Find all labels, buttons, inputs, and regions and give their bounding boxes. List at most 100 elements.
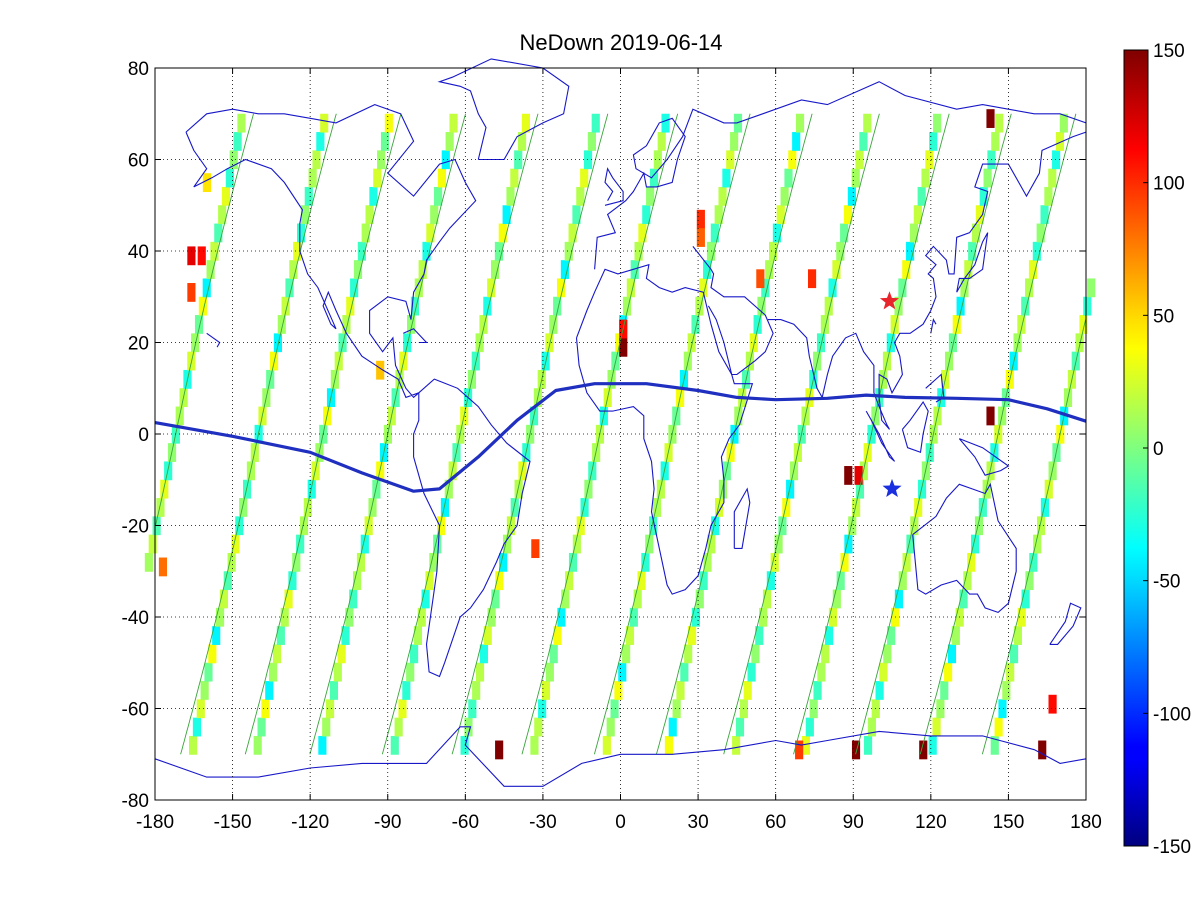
heatmap-cell bbox=[743, 681, 752, 700]
heatmap-cell bbox=[735, 717, 745, 737]
heatmap-cell bbox=[883, 644, 892, 664]
heatmap-cell bbox=[890, 315, 899, 334]
heatmap-cell bbox=[307, 479, 316, 499]
heatmap-cell bbox=[940, 681, 949, 700]
heatmap-cell bbox=[801, 735, 811, 755]
x-tick-label: 60 bbox=[765, 812, 786, 833]
heatmap-cell bbox=[906, 534, 915, 554]
heatmap-cell bbox=[695, 296, 704, 316]
heatmap-cell bbox=[545, 662, 554, 682]
heatmap-cell bbox=[202, 278, 211, 298]
heatmap-cell-notable bbox=[531, 539, 540, 559]
heatmap-cell bbox=[221, 186, 231, 206]
heatmap-cell bbox=[714, 498, 724, 517]
heatmap-cell bbox=[495, 571, 504, 591]
heatmap-cell bbox=[353, 260, 363, 279]
heatmap-cell bbox=[479, 315, 488, 334]
heatmap-cell bbox=[568, 552, 578, 572]
coastline-path bbox=[958, 438, 1010, 476]
heatmap-cell bbox=[751, 644, 760, 664]
heatmap-cell bbox=[913, 205, 922, 225]
heatmap-cell bbox=[541, 681, 551, 700]
heatmap-cell bbox=[944, 662, 953, 682]
y-tick-label: 0 bbox=[138, 425, 149, 446]
heatmap-cell bbox=[975, 205, 984, 225]
heatmap-cell bbox=[847, 186, 856, 206]
y-tick-label: 20 bbox=[128, 334, 149, 355]
heatmap-cell bbox=[979, 186, 988, 206]
x-tick-label: 120 bbox=[915, 812, 947, 833]
heatmap-cell bbox=[784, 168, 793, 188]
heatmap-cell bbox=[851, 168, 860, 188]
heatmap-cell bbox=[672, 699, 681, 719]
y-tick-label: -20 bbox=[122, 517, 149, 538]
y-tick-label: 40 bbox=[128, 242, 149, 263]
heatmap-cell bbox=[444, 479, 453, 499]
heatmap-cell bbox=[832, 589, 841, 609]
orbit-track bbox=[381, 113, 539, 755]
heatmap-cell bbox=[198, 296, 207, 316]
heatmap-cell bbox=[188, 735, 198, 755]
heatmap-cell bbox=[1028, 260, 1038, 279]
heatmap-cell bbox=[219, 589, 228, 609]
heatmap-cell bbox=[409, 644, 419, 664]
coastline-path bbox=[154, 726, 1087, 787]
heatmap-cell bbox=[817, 662, 826, 682]
heatmap-cell bbox=[390, 735, 399, 755]
heatmap-cell bbox=[898, 278, 907, 298]
heatmap-cell bbox=[561, 589, 570, 609]
heatmap-cell bbox=[699, 278, 708, 298]
heatmap-cell bbox=[498, 223, 507, 243]
heatmap-cell bbox=[910, 516, 919, 536]
heatmap-cell bbox=[357, 241, 366, 261]
heatmap-cell bbox=[281, 296, 290, 316]
heatmap-cell bbox=[380, 132, 390, 151]
heatmap-cell bbox=[530, 735, 539, 755]
heatmap-cell bbox=[703, 552, 712, 572]
markers bbox=[879, 291, 902, 497]
x-tick-label: -150 bbox=[214, 812, 252, 833]
heatmap-cell bbox=[499, 552, 508, 572]
heatmap-cell-notable bbox=[696, 228, 705, 247]
heatmap-cell bbox=[434, 186, 443, 206]
coastline-path bbox=[437, 58, 570, 161]
heatmap-cell bbox=[947, 644, 957, 664]
heatmap-cell bbox=[852, 498, 861, 517]
star-marker bbox=[882, 478, 902, 497]
heatmap-cell bbox=[338, 333, 347, 353]
heatmap-cell bbox=[967, 552, 976, 572]
heatmap-cell bbox=[360, 534, 369, 554]
heatmap-cell bbox=[676, 681, 685, 700]
heatmap-cell bbox=[959, 589, 968, 609]
heatmap-cell bbox=[652, 498, 662, 517]
coastline-path bbox=[403, 328, 428, 344]
heatmap-cell bbox=[722, 168, 731, 188]
heatmap-cell bbox=[556, 278, 566, 298]
heatmap-cell bbox=[816, 333, 826, 353]
heatmap-cell bbox=[726, 150, 735, 170]
heatmap-cell bbox=[353, 571, 362, 591]
heatmap-cell bbox=[1013, 626, 1022, 645]
heatmap-cell bbox=[1044, 186, 1053, 206]
heatmap-cell bbox=[768, 241, 778, 261]
orbit-track bbox=[155, 113, 254, 526]
heatmap-cell bbox=[350, 278, 359, 298]
heatmap-cell bbox=[813, 681, 822, 700]
heatmap-cell-notable bbox=[197, 246, 206, 266]
heatmap-cell bbox=[843, 205, 853, 225]
heatmap-cell bbox=[215, 607, 225, 627]
heatmap-cell bbox=[805, 717, 814, 737]
heatmap-cell bbox=[365, 205, 374, 225]
heatmap-cell bbox=[580, 498, 589, 517]
heatmap-cell bbox=[691, 315, 700, 334]
heatmap-cell bbox=[312, 150, 321, 170]
heatmap-cell bbox=[549, 315, 558, 334]
heatmap-cell bbox=[292, 552, 301, 572]
heatmap-cell bbox=[855, 479, 865, 499]
heatmap-cell bbox=[572, 534, 581, 554]
heatmap-cell bbox=[560, 260, 569, 279]
heatmap-cell bbox=[879, 662, 888, 682]
colorbar-tick-label: -150 bbox=[1153, 837, 1191, 858]
x-tick-label: 180 bbox=[1070, 812, 1102, 833]
heatmap-cell-notable bbox=[376, 360, 385, 380]
